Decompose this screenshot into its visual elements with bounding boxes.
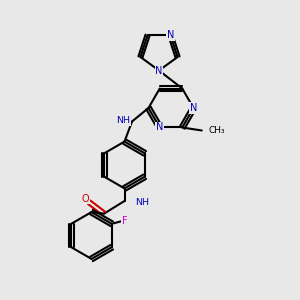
Text: O: O (82, 194, 89, 204)
Text: N: N (167, 30, 174, 40)
Text: NH: NH (135, 198, 149, 207)
Text: N: N (155, 65, 163, 76)
Text: CH₃: CH₃ (208, 126, 225, 135)
Text: F: F (122, 216, 127, 226)
Text: N: N (156, 122, 164, 133)
Text: NH: NH (116, 116, 130, 125)
Text: N: N (190, 103, 197, 113)
